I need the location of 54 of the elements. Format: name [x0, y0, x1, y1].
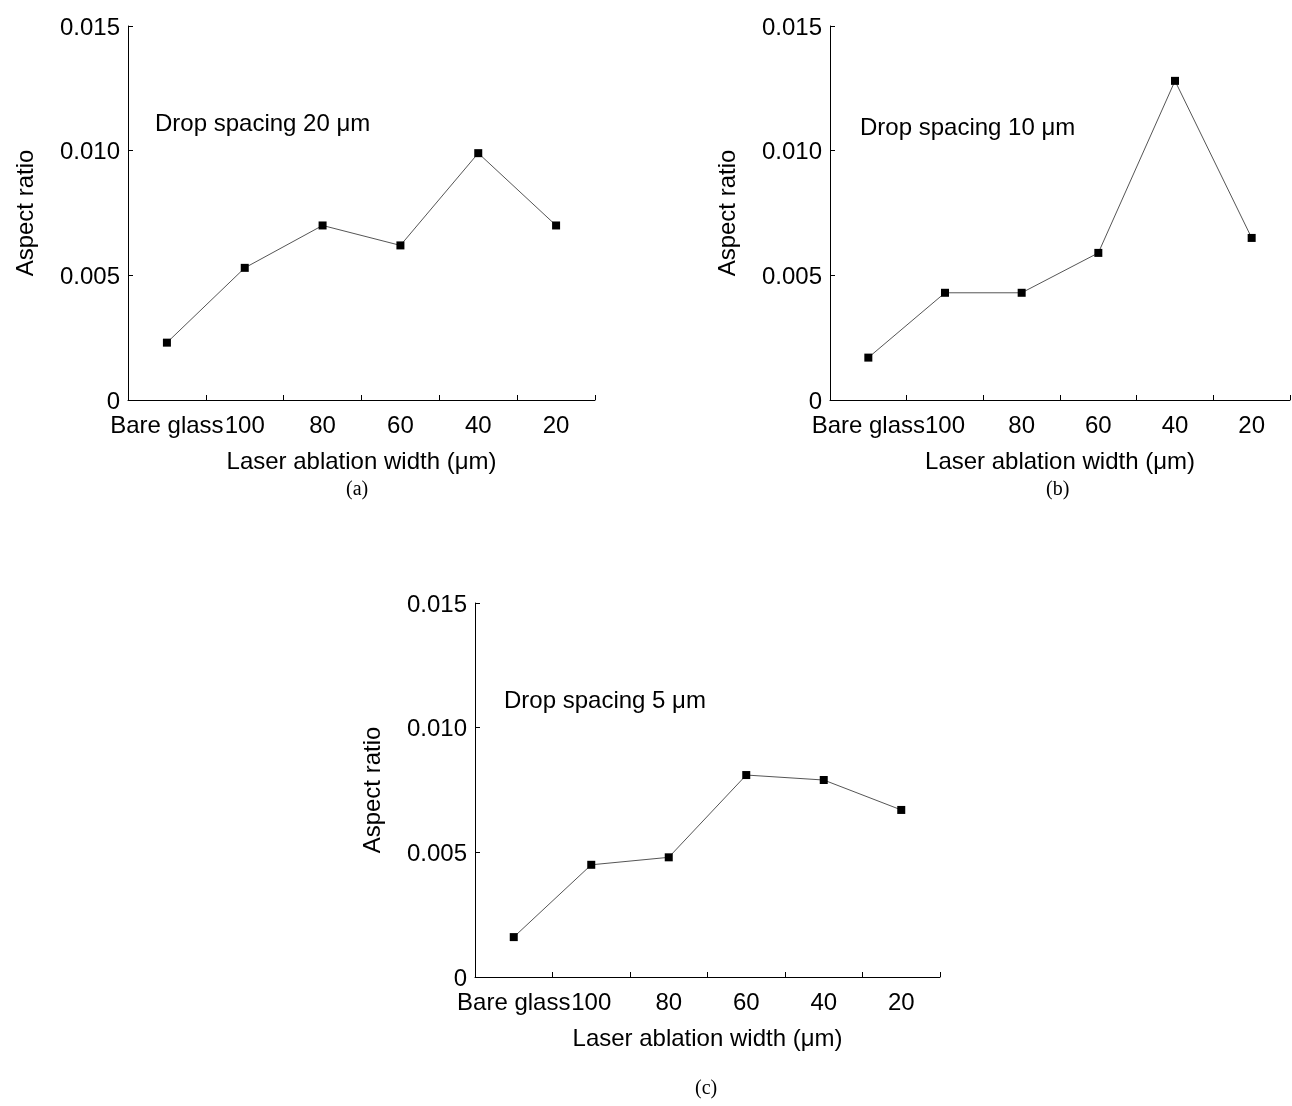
y-axis-title: Aspect ratio — [10, 149, 38, 277]
point — [941, 288, 949, 297]
y-tick-label: 0.015 — [406, 589, 467, 617]
point — [897, 805, 906, 814]
point — [318, 221, 327, 230]
y-tick-label: 0.010 — [59, 137, 120, 165]
point — [587, 860, 596, 869]
x-tick-label: 20 — [1238, 410, 1266, 438]
y-axis-title: Aspect ratio — [357, 726, 385, 854]
x-axis-title: Laser ablation width (μm) — [925, 446, 1195, 474]
point — [742, 771, 751, 780]
annotation: Drop spacing 20 μm — [155, 108, 371, 136]
x-tick-label: 100 — [571, 987, 612, 1015]
x-axis-title: Laser ablation width (μm) — [572, 1023, 843, 1051]
point — [509, 933, 518, 942]
point — [240, 263, 249, 272]
annotation: Drop spacing 5 μm — [504, 685, 706, 713]
point — [396, 241, 405, 250]
y-axis-title: Aspect ratio — [712, 149, 740, 277]
text: (a) — [346, 477, 369, 500]
point — [1247, 233, 1256, 242]
point — [162, 338, 171, 347]
x-tick-label: 40 — [810, 987, 838, 1015]
point — [552, 221, 561, 230]
x-tick-label: 60 — [732, 987, 760, 1015]
x-tick-label: 80 — [1008, 410, 1036, 438]
point — [1094, 248, 1103, 257]
x-tick-label: 20 — [542, 410, 570, 438]
x-tick-label: 20 — [887, 987, 915, 1015]
x-tick-label: 100 — [224, 410, 265, 438]
point — [664, 853, 673, 862]
x-tick-label: 80 — [309, 410, 336, 438]
point — [474, 149, 483, 158]
x-axis-title: Laser ablation width (μm) — [226, 446, 497, 474]
x-tick-label: 60 — [1084, 410, 1112, 438]
y-tick-label: 0.010 — [406, 714, 467, 742]
y-tick-label: 0.010 — [761, 137, 822, 165]
y-tick-label: 0.005 — [59, 261, 120, 289]
y-tick-label: 0.005 — [406, 838, 467, 866]
y-tick-label: 0.015 — [59, 12, 120, 40]
point — [864, 353, 873, 362]
x-tick-label: 60 — [387, 410, 414, 438]
y-tick-label: 0.015 — [761, 12, 822, 40]
text: (c) — [695, 1076, 718, 1099]
point — [1017, 288, 1026, 297]
y-tick-label: 0.005 — [761, 261, 822, 289]
x-tick-label: 40 — [1161, 410, 1189, 438]
annotation: Drop spacing 10 μm — [860, 112, 1076, 140]
x-tick-label: 100 — [924, 410, 966, 438]
point — [819, 776, 828, 785]
x-tick-label: 40 — [464, 410, 492, 438]
point — [1171, 76, 1179, 85]
x-tick-label: 80 — [655, 987, 683, 1015]
text: (b) — [1046, 477, 1070, 500]
